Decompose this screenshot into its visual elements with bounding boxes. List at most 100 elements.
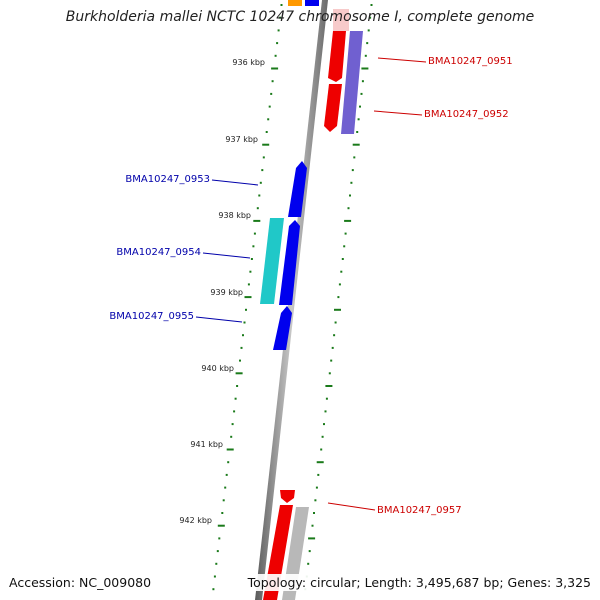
minor-tick	[323, 423, 325, 426]
minor-tick	[369, 16, 372, 19]
inner-tick-ring	[212, 4, 283, 591]
minor-tick	[277, 29, 280, 32]
tick-label: 938 kbp	[218, 211, 251, 220]
outer-tick-ring	[304, 4, 373, 591]
leader-line-0952	[373, 110, 423, 116]
minor-tick	[331, 346, 334, 349]
minor-tick	[231, 423, 234, 426]
genome-summary: Topology: circular; Length: 3,495,687 bp…	[244, 574, 594, 591]
minor-tick	[247, 283, 250, 286]
gene-partial-orange	[288, 0, 302, 6]
gene-feature-0954	[260, 218, 284, 304]
gene-label-0952[interactable]: BMA10247_0952	[424, 109, 509, 120]
leader-line-0954	[202, 252, 251, 259]
minor-tick	[344, 232, 347, 235]
tick-labels: 936 kbp 937 kbp 938 kbp 939 kbp 940 kbp …	[179, 58, 265, 525]
gene-label-0951[interactable]: BMA10247_0951	[428, 56, 513, 67]
tick-label: 937 kbp	[225, 135, 258, 144]
minor-tick	[317, 473, 320, 476]
minor-tick	[314, 499, 317, 502]
major-tick	[325, 385, 333, 387]
minor-tick	[357, 118, 360, 121]
minor-tick	[356, 131, 359, 133]
major-tick	[352, 143, 360, 146]
minor-tick	[350, 181, 353, 184]
minor-tick	[324, 410, 327, 413]
minor-tick	[328, 372, 331, 375]
minor-tick	[262, 156, 265, 159]
major-tick	[235, 372, 243, 375]
minor-tick	[249, 270, 252, 273]
minor-tick	[227, 461, 230, 464]
minor-tick	[311, 524, 314, 527]
minor-tick	[252, 245, 255, 248]
minor-tick	[225, 473, 228, 476]
minor-tick	[215, 562, 218, 565]
gene-labels: BMA10247_0951 BMA10247_0952 BMA10247_095…	[109, 56, 512, 516]
minor-tick	[218, 537, 221, 540]
major-tick	[244, 296, 252, 299]
major-tick	[217, 524, 225, 527]
gene-label-0957[interactable]: BMA10247_0957	[377, 505, 462, 516]
minor-tick	[308, 550, 311, 553]
minor-tick	[333, 334, 336, 337]
major-tick	[334, 308, 341, 311]
minor-tick	[236, 385, 239, 387]
minor-tick	[343, 245, 346, 248]
minor-tick	[234, 397, 237, 400]
gene-feature-0953	[288, 161, 307, 217]
gene-feature-0951b	[324, 84, 342, 132]
minor-tick	[321, 435, 324, 438]
minor-tick	[307, 562, 310, 565]
gene-label-0953[interactable]: BMA10247_0953	[125, 174, 210, 185]
gene-feature-0952	[341, 31, 363, 134]
minor-tick	[364, 54, 367, 57]
minor-tick	[245, 308, 247, 311]
minor-tick	[239, 359, 241, 362]
minor-tick	[359, 105, 361, 108]
gene-feature-0957-head	[280, 490, 295, 503]
minor-tick	[230, 435, 233, 438]
minor-tick	[213, 575, 216, 578]
minor-tick	[366, 42, 369, 45]
leader-line-0953	[211, 179, 259, 186]
minor-tick	[258, 194, 261, 197]
minor-tick	[261, 169, 264, 172]
minor-tick	[337, 296, 340, 299]
gene-feature-0951	[328, 31, 346, 82]
minor-tick	[338, 283, 341, 286]
minor-tick	[361, 80, 364, 83]
minor-tick	[240, 346, 243, 349]
leader-line-0957	[327, 502, 376, 511]
tick-label: 940 kbp	[201, 364, 234, 373]
gene-label-0955[interactable]: BMA10247_0955	[109, 311, 194, 322]
minor-tick	[216, 550, 219, 553]
minor-tick	[315, 486, 318, 489]
major-tick	[262, 143, 270, 146]
tick-label: 942 kbp	[179, 516, 212, 525]
minor-tick	[243, 321, 246, 324]
minor-tick	[276, 42, 279, 45]
minor-tick	[256, 207, 259, 210]
major-tick	[308, 537, 316, 540]
minor-tick	[360, 92, 363, 95]
major-tick	[316, 461, 324, 464]
minor-tick	[259, 181, 262, 184]
major-tick	[361, 67, 369, 70]
minor-tick	[325, 397, 328, 400]
minor-tick	[351, 169, 354, 172]
minor-tick	[280, 4, 283, 6]
minor-tick	[274, 54, 277, 57]
tick-label: 941 kbp	[190, 440, 223, 449]
minor-tick	[320, 448, 323, 451]
minor-tick	[253, 232, 256, 235]
minor-tick	[222, 499, 225, 502]
minor-tick	[242, 334, 244, 337]
minor-tick	[313, 512, 315, 514]
minor-tick	[341, 258, 344, 260]
minor-tick	[367, 29, 370, 32]
minor-tick	[250, 258, 253, 260]
gene-label-0954[interactable]: BMA10247_0954	[116, 247, 201, 258]
accession-label: Accession: NC_009080	[6, 574, 155, 591]
